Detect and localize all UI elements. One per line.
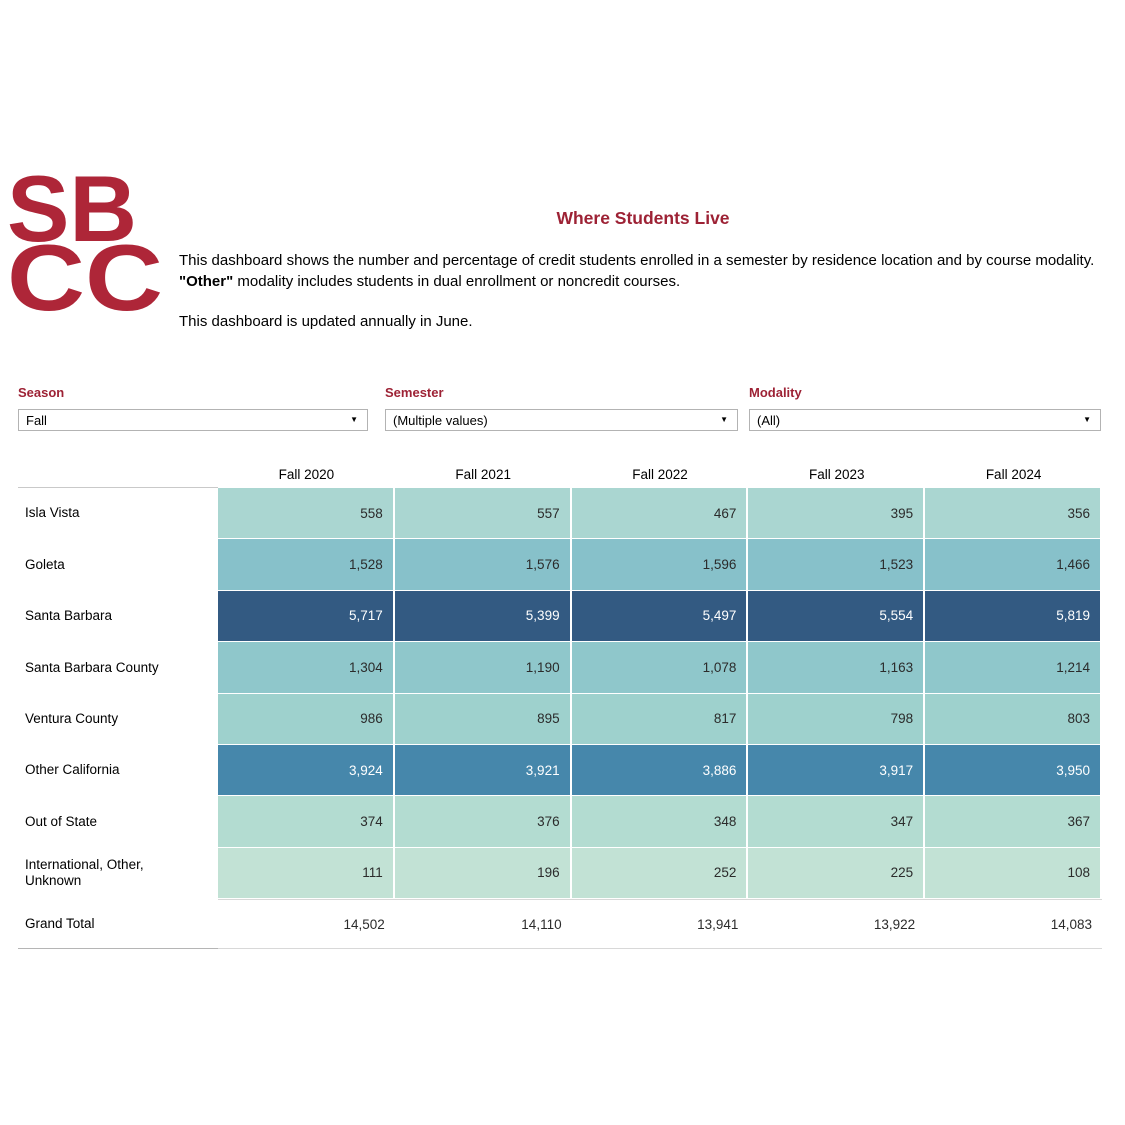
dashboard-description: This dashboard shows the number and perc… xyxy=(179,251,1107,292)
modality-dropdown-value: (All) xyxy=(757,412,781,428)
column-header[interactable]: Fall 2021 xyxy=(455,466,511,482)
grand-total-cell[interactable]: 13,922 xyxy=(748,899,926,950)
table-cell[interactable]: 1,528 xyxy=(218,539,395,591)
update-note: This dashboard is updated annually in Ju… xyxy=(179,313,473,330)
grand-total-cell[interactable]: 14,083 xyxy=(925,899,1102,950)
table-cell[interactable]: 1,304 xyxy=(218,642,395,694)
table-cell[interactable]: 348 xyxy=(571,796,749,848)
table-cell[interactable]: 798 xyxy=(748,693,926,745)
table-cell[interactable]: 252 xyxy=(571,847,749,900)
table-cell[interactable]: 1,163 xyxy=(748,642,926,694)
semester-dropdown-value: (Multiple values) xyxy=(393,412,488,428)
residence-table: Fall 2020 Fall 2021 Fall 2022 Fall 2023 Fall… xyxy=(18,460,1102,950)
table-row: International, Other, Unknown 111 196 252 22… xyxy=(18,847,1102,900)
row-label[interactable]: International, Other, Unknown xyxy=(18,847,218,900)
table-cell[interactable]: 5,497 xyxy=(571,590,749,643)
table-cell[interactable]: 1,190 xyxy=(394,642,572,694)
row-label[interactable]: Ventura County xyxy=(18,693,218,745)
row-label[interactable]: Isla Vista xyxy=(18,488,218,540)
grand-total-row: Grand Total 14,502 14,110 13,941 13,922 14,08… xyxy=(18,899,1102,950)
table-cell[interactable]: 374 xyxy=(218,796,395,848)
table-cell[interactable]: 5,399 xyxy=(394,590,572,643)
table-cell[interactable]: 1,078 xyxy=(571,642,749,694)
grand-total-label: Grand Total xyxy=(18,899,218,950)
description-bold-other: "Other" xyxy=(179,272,234,290)
table-cell[interactable]: 376 xyxy=(394,796,572,848)
table-row: Ventura County 986 895 817 798 803 xyxy=(18,693,1102,745)
semester-dropdown[interactable]: (Multiple values) ▼ xyxy=(385,409,738,431)
table-cell[interactable]: 3,950 xyxy=(925,744,1102,797)
row-label[interactable]: Other California xyxy=(18,744,218,797)
table-cell[interactable]: 3,917 xyxy=(748,744,926,797)
table-cell[interactable]: 367 xyxy=(925,796,1102,848)
table-cell[interactable]: 1,214 xyxy=(925,642,1102,694)
semester-filter: Semester (Multiple values) ▼ xyxy=(385,385,738,431)
caret-down-icon: ▼ xyxy=(720,415,728,424)
column-header[interactable]: Fall 2022 xyxy=(632,466,688,482)
table-cell[interactable]: 467 xyxy=(571,488,749,540)
table-row: Out of State 374 376 348 347 367 xyxy=(18,796,1102,848)
season-filter: Season Fall ▼ xyxy=(18,385,368,431)
table-cell[interactable]: 5,819 xyxy=(925,590,1102,643)
modality-dropdown[interactable]: (All) ▼ xyxy=(749,409,1101,431)
row-label[interactable]: Out of State xyxy=(18,796,218,848)
table-cell[interactable]: 108 xyxy=(925,847,1102,900)
table-row: Other California 3,924 3,921 3,886 3,917 3,95… xyxy=(18,744,1102,797)
logo-line-2: CC xyxy=(7,225,163,312)
modality-filter: Modality (All) ▼ xyxy=(749,385,1101,431)
table-row: Isla Vista 558 557 467 395 356 xyxy=(18,488,1102,540)
table-header-row: Fall 2020 Fall 2021 Fall 2022 Fall 2023 Fall… xyxy=(18,460,1102,488)
description-text-1: This dashboard shows the number and perc… xyxy=(179,252,1099,269)
sbcc-logo-graphic: SB CC xyxy=(7,156,163,330)
table-cell[interactable]: 895 xyxy=(394,693,572,745)
table-cell[interactable]: 395 xyxy=(748,488,926,540)
row-label[interactable]: Santa Barbara xyxy=(18,590,218,643)
column-header[interactable]: Fall 2024 xyxy=(985,466,1042,482)
grand-total-cell[interactable]: 14,110 xyxy=(394,899,572,950)
table-cell[interactable]: 3,921 xyxy=(394,744,572,797)
caret-down-icon: ▼ xyxy=(350,415,358,424)
table-cell[interactable]: 558 xyxy=(218,488,395,540)
table-cell[interactable]: 817 xyxy=(571,693,749,745)
description-text-2: modality includes students in dual enrol… xyxy=(233,272,681,290)
table-cell[interactable]: 5,554 xyxy=(748,590,926,643)
table-cell[interactable]: 1,466 xyxy=(925,539,1102,591)
table-cell[interactable]: 1,523 xyxy=(748,539,926,591)
table-cell[interactable]: 3,886 xyxy=(571,744,749,797)
row-label[interactable]: Santa Barbara County xyxy=(18,642,218,694)
table-cell[interactable]: 803 xyxy=(925,693,1102,745)
table-cell[interactable]: 347 xyxy=(748,796,926,848)
season-dropdown-value: Fall xyxy=(26,412,47,428)
table-row: Santa Barbara 5,717 5,399 5,497 5,554 5,819 xyxy=(18,590,1102,643)
table-cell[interactable]: 5,717 xyxy=(218,590,395,643)
column-header[interactable]: Fall 2023 xyxy=(809,466,865,482)
table-cell[interactable]: 1,576 xyxy=(394,539,572,591)
table-row: Santa Barbara County 1,304 1,190 1,078 1,163… xyxy=(18,642,1102,694)
semester-filter-label: Semester xyxy=(385,385,444,400)
caret-down-icon: ▼ xyxy=(1083,415,1091,424)
column-header[interactable]: Fall 2020 xyxy=(278,466,335,482)
table-cell[interactable]: 225 xyxy=(748,847,926,900)
modality-filter-label: Modality xyxy=(749,385,802,400)
season-dropdown[interactable]: Fall ▼ xyxy=(18,409,368,431)
grand-total-cell[interactable]: 13,941 xyxy=(571,899,749,950)
table-row: Goleta 1,528 1,576 1,596 1,523 1,466 xyxy=(18,539,1102,591)
table-cell[interactable]: 111 xyxy=(218,847,395,900)
table-cell[interactable]: 986 xyxy=(218,693,395,745)
table-cell[interactable]: 3,924 xyxy=(218,744,395,797)
row-label[interactable]: Goleta xyxy=(18,539,218,591)
row-label-column-header xyxy=(18,460,218,488)
grand-total-cell[interactable]: 14,502 xyxy=(218,899,395,950)
season-filter-label: Season xyxy=(18,385,65,400)
table-cell[interactable]: 1,596 xyxy=(571,539,749,591)
table-cell[interactable]: 196 xyxy=(394,847,572,900)
page-title: Where Students Live xyxy=(556,208,730,228)
table-cell[interactable]: 356 xyxy=(925,488,1102,540)
logo-line-1: SB xyxy=(7,170,137,261)
table-cell[interactable]: 557 xyxy=(394,488,572,540)
sbcc-logo: SB CC xyxy=(5,156,163,330)
